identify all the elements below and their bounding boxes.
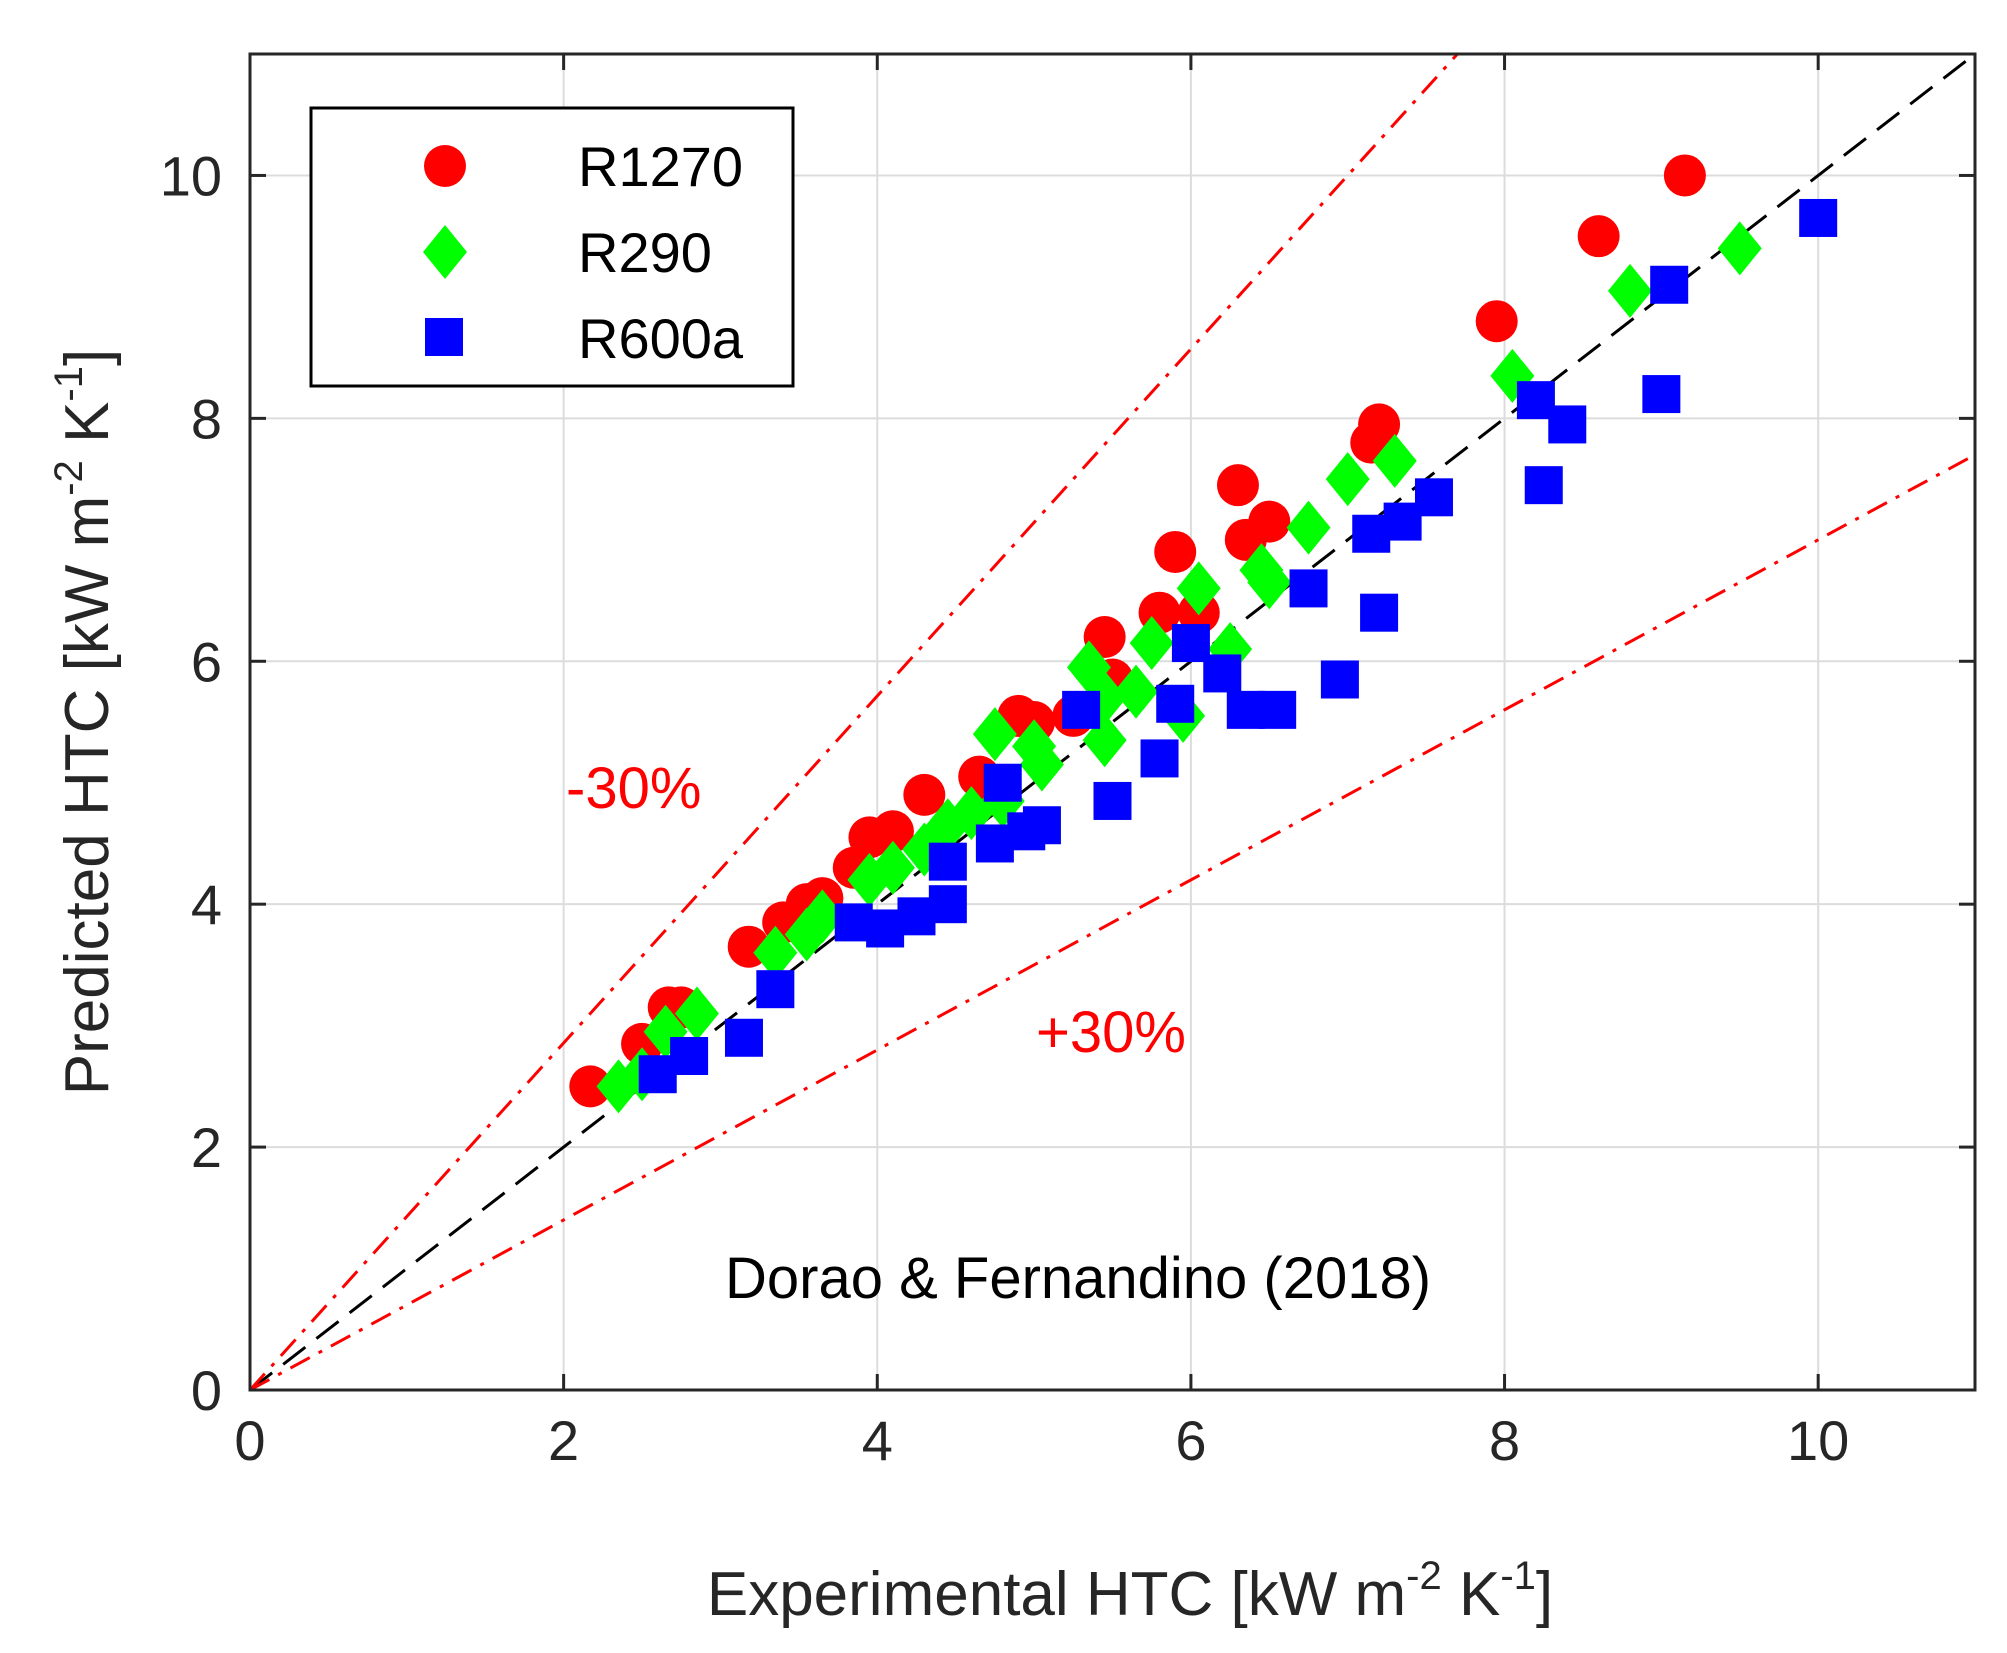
axes-frame <box>248 52 1977 1392</box>
legend-marker-r1270 <box>424 145 466 187</box>
x-title-exp1: -2 <box>1406 1554 1442 1598</box>
point-r290-4 <box>753 925 798 980</box>
legend-box <box>309 106 795 388</box>
x-title-end: ] <box>1536 1560 1553 1629</box>
legend-label-r290: R290 <box>578 221 712 284</box>
ticks: 0 2 4 6 8 10 0 2 4 6 8 10 <box>160 54 1975 1472</box>
point-r600a-12 <box>1022 806 1061 845</box>
minus-30-annotation: -30% <box>566 756 701 821</box>
legend-marker-r290 <box>423 225 467 279</box>
y-tick-label-2: 4 <box>191 873 222 936</box>
point-r290-12 <box>972 707 1017 762</box>
legend-label-r1270: R1270 <box>578 135 743 198</box>
point-r600a-16 <box>1156 684 1195 723</box>
point-r600a-28 <box>1524 466 1563 505</box>
data-markers <box>569 154 1838 1114</box>
point-r290-20 <box>1129 616 1174 671</box>
point-r600a-24 <box>1360 593 1399 632</box>
y-title-main: Predicted HTC [kW m <box>53 496 122 1095</box>
point-r290-22 <box>1176 561 1221 616</box>
x-tick-label-1: 2 <box>548 1409 579 1472</box>
point-r600a-14 <box>1093 781 1132 820</box>
point-r290-28 <box>1372 433 1417 488</box>
y-tick-label-1: 2 <box>191 1116 222 1179</box>
point-r1270-11 <box>903 773 946 816</box>
ref-line-plus-30 <box>250 453 1975 1390</box>
x-title-exp2: -1 <box>1500 1554 1536 1598</box>
point-r290-8 <box>870 840 915 895</box>
point-r600a-15 <box>1140 739 1179 778</box>
y-tick-label-4: 8 <box>191 387 222 450</box>
point-r290-25 <box>1247 555 1292 610</box>
x-tick-label-4: 8 <box>1489 1409 1520 1472</box>
y-title-mid: K <box>53 402 122 461</box>
point-r600a-2 <box>724 1018 763 1057</box>
x-axis-title: Experimental HTC [kW m-2 K-1] <box>707 1554 1553 1629</box>
point-r1270-0 <box>569 1065 612 1108</box>
point-r600a-22 <box>1320 660 1359 699</box>
y-title-exp1: -2 <box>47 460 91 496</box>
x-tick-label-5: 10 <box>1787 1409 1849 1472</box>
point-r600a-1 <box>670 1037 709 1075</box>
point-r600a-21 <box>1289 569 1328 608</box>
y-tick-label-0: 0 <box>191 1359 222 1422</box>
point-r1270-22 <box>1216 464 1259 507</box>
point-r1270-10 <box>871 810 914 853</box>
point-r290-31 <box>1717 221 1762 276</box>
x-title-main: Experimental HTC [kW m <box>707 1560 1406 1629</box>
source-annotation: Dorao & Fernandino (2018) <box>725 1246 1431 1311</box>
point-r290-6 <box>800 889 845 944</box>
x-tick-label-0: 0 <box>234 1409 265 1472</box>
y-title-exp2: -1 <box>47 366 91 402</box>
point-r290-30 <box>1608 263 1652 318</box>
point-r600a-29 <box>1548 405 1587 444</box>
point-r600a-20 <box>1258 690 1297 729</box>
point-r600a-32 <box>1799 198 1838 237</box>
point-r290-3 <box>674 986 719 1041</box>
point-r290-19 <box>1114 664 1159 719</box>
point-r290-27 <box>1325 452 1370 507</box>
point-r600a-10 <box>983 763 1022 802</box>
y-axis-title: Predicted HTC [kW m-2 K-1] <box>47 349 122 1095</box>
legend-marker-r600a <box>425 318 463 356</box>
ref-line-minus-30 <box>250 54 1460 1390</box>
legend: R1270 R290 R600a <box>309 106 795 388</box>
point-r1270-20 <box>1154 530 1197 573</box>
x-tick-label-2: 4 <box>862 1409 893 1472</box>
point-r290-15 <box>1019 737 1064 792</box>
point-r290-26 <box>1286 500 1331 555</box>
y-title-end: ] <box>53 349 122 366</box>
point-r600a-13 <box>1062 690 1101 729</box>
y-tick-label-5: 10 <box>160 144 222 207</box>
x-tick-label-3: 6 <box>1175 1409 1206 1472</box>
legend-label-r600a: R600a <box>578 307 744 370</box>
point-r600a-26 <box>1414 478 1453 517</box>
x-title-mid: K <box>1442 1560 1501 1629</box>
point-r600a-30 <box>1642 375 1681 414</box>
point-r600a-3 <box>756 970 795 1009</box>
point-r1270-24 <box>1248 500 1291 543</box>
point-r600a-18 <box>1203 654 1242 693</box>
y-tick-label-3: 6 <box>191 630 222 693</box>
point-r600a-7 <box>928 885 967 924</box>
point-r1270-26 <box>1358 403 1401 446</box>
point-r600a-31 <box>1650 265 1689 304</box>
point-r1270-28 <box>1577 215 1620 258</box>
plus-30-annotation: +30% <box>1036 1000 1186 1065</box>
point-r1270-29 <box>1663 154 1706 197</box>
point-r600a-8 <box>928 842 967 881</box>
point-r1270-27 <box>1475 300 1518 343</box>
